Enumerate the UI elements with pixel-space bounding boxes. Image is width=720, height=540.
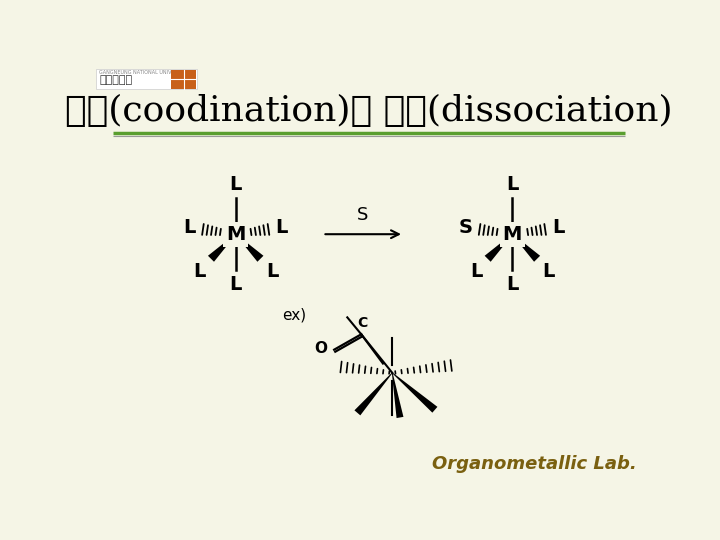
Text: L: L (230, 174, 242, 193)
Text: C: C (358, 316, 368, 330)
Text: S: S (357, 206, 369, 224)
Text: L: L (193, 262, 205, 281)
Text: L: L (230, 275, 242, 294)
Text: L: L (470, 262, 482, 281)
Text: M: M (503, 225, 522, 244)
Text: L: L (552, 218, 564, 237)
FancyBboxPatch shape (96, 70, 197, 90)
Text: Organometallic Lab.: Organometallic Lab. (431, 455, 636, 473)
Polygon shape (512, 234, 540, 262)
Polygon shape (208, 234, 236, 262)
Text: S: S (459, 218, 473, 237)
Polygon shape (354, 373, 392, 415)
Text: L: L (506, 275, 518, 294)
Text: ex): ex) (282, 308, 306, 322)
Polygon shape (235, 234, 264, 262)
Text: L: L (275, 218, 288, 237)
Text: 배위(coodination)와 해리(dissociation): 배위(coodination)와 해리(dissociation) (66, 94, 672, 128)
Polygon shape (392, 373, 438, 413)
Polygon shape (485, 234, 513, 262)
Bar (171, 70, 196, 89)
Text: L: L (506, 174, 518, 193)
Text: L: L (266, 262, 278, 281)
Text: M: M (226, 225, 246, 244)
Text: L: L (543, 262, 555, 281)
Text: L: L (184, 218, 196, 237)
Text: GANGNEUNG NATIONAL UNIVERSITY: GANGNEUNG NATIONAL UNIVERSITY (99, 70, 189, 75)
Text: O: O (314, 341, 327, 356)
Text: 강릉대학교: 강릉대학교 (99, 75, 132, 85)
Polygon shape (392, 373, 403, 418)
